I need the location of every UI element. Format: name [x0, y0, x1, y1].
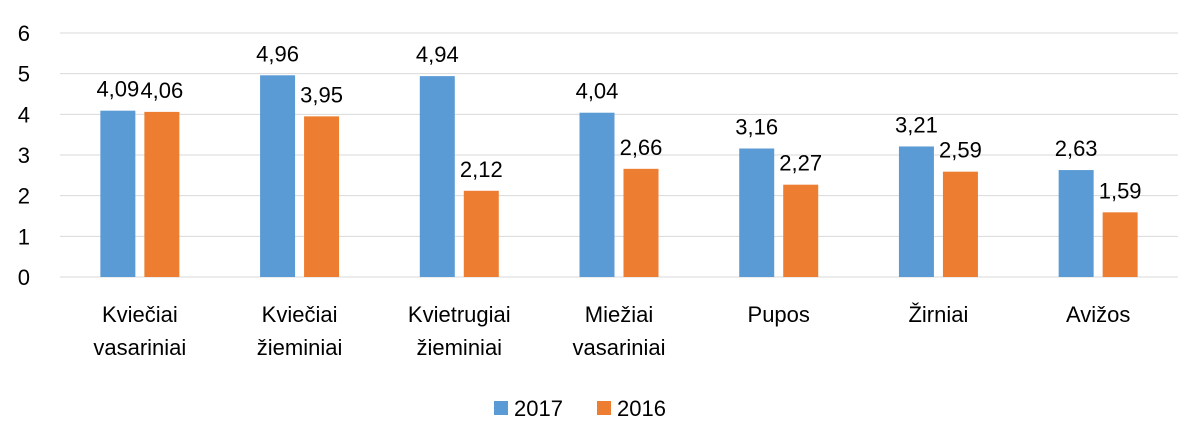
bar-2017	[898, 146, 934, 277]
x-axis-categories: Kviečiai vasariniai Kviečiai žieminiai Kviet…	[93, 302, 1130, 360]
bar-2017	[739, 148, 775, 277]
category-label: Kviečiai	[102, 302, 178, 327]
bar-2016	[463, 190, 499, 277]
data-label: 2,12	[460, 157, 503, 182]
data-label: 4,06	[140, 78, 183, 103]
data-label: 2,59	[939, 138, 982, 163]
legend-swatch	[597, 401, 611, 415]
bar-2017	[260, 75, 296, 277]
category-label: vasariniai	[573, 335, 666, 360]
category-label: žieminiai	[257, 335, 343, 360]
legend: 2017 2016	[494, 396, 666, 421]
y-tick-label: 5	[18, 62, 30, 87]
category-label: Žirniai	[908, 302, 968, 327]
bar-2016	[783, 184, 819, 277]
category-label: Pupos	[748, 302, 810, 327]
data-label: 2,66	[620, 135, 663, 160]
data-label: 3,16	[735, 114, 778, 139]
data-label: 4,94	[416, 42, 459, 67]
legend-label: 2017	[514, 396, 563, 421]
bar-2016	[144, 111, 180, 277]
data-labels: 4,09 4,06 4,963,95 4,94 2,12 4,04 2,66 3,162,27…	[96, 41, 1141, 203]
category-label: Avižos	[1066, 302, 1130, 327]
category-label: Kvietrugiai	[408, 302, 511, 327]
y-tick-label: 2	[18, 184, 30, 209]
bar-2017	[419, 76, 455, 278]
bars	[100, 75, 1138, 278]
gridlines	[60, 32, 1178, 278]
data-label: 3,21	[895, 112, 938, 137]
y-tick-label: 4	[18, 102, 30, 127]
legend-label: 2016	[617, 396, 666, 421]
bar-2017	[1058, 170, 1094, 277]
bar-2016	[304, 116, 340, 277]
y-tick-label: 1	[18, 224, 30, 249]
y-tick-label: 3	[18, 143, 30, 168]
bar-2017	[100, 110, 136, 277]
data-label: 2,27	[779, 151, 822, 176]
y-tick-label: 6	[18, 21, 30, 46]
data-label: 1,59	[1099, 178, 1142, 203]
data-label: 3,95	[300, 82, 343, 107]
data-label: 4,04	[576, 79, 619, 104]
category-label: Kviečiai	[262, 302, 338, 327]
bar-2016	[623, 168, 659, 277]
y-axis-ticks: 0 1 2 3 4 5 6	[18, 21, 30, 290]
data-label: 4,96	[256, 41, 299, 66]
data-label: 4,09	[96, 77, 139, 102]
bar-2016	[1102, 212, 1138, 277]
category-label: Miežiai	[585, 302, 653, 327]
category-label: žieminiai	[416, 335, 502, 360]
legend-swatch	[494, 401, 508, 415]
bar-2017	[579, 112, 615, 277]
category-label: vasariniai	[93, 335, 186, 360]
data-label: 2,63	[1055, 136, 1098, 161]
bar-2016	[942, 171, 978, 277]
y-tick-label: 0	[18, 265, 30, 290]
